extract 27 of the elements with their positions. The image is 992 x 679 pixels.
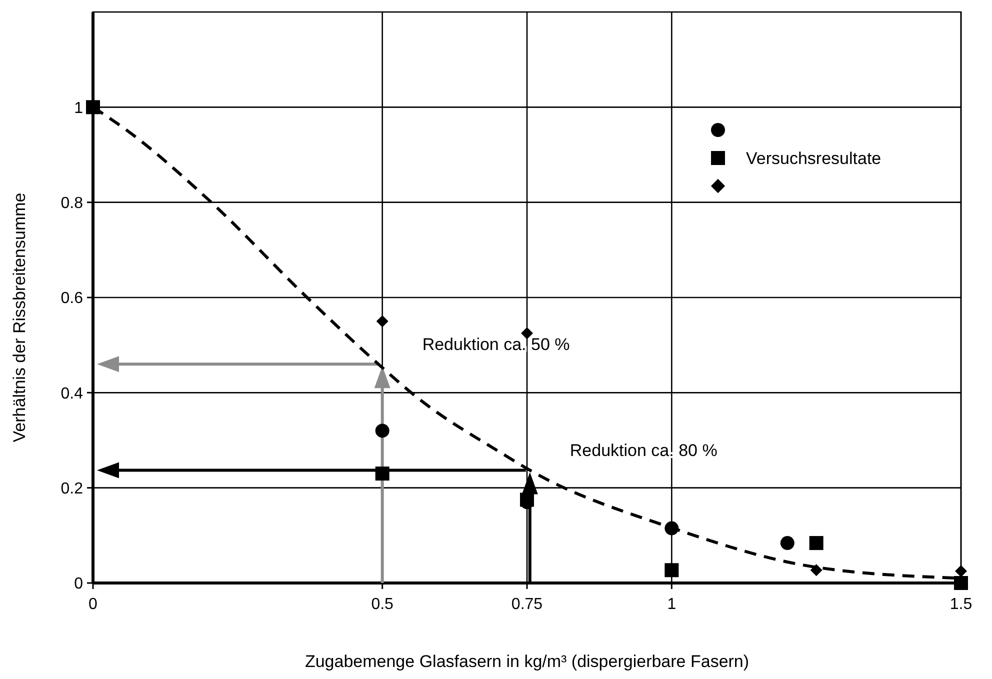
point: [376, 315, 388, 328]
point: [809, 536, 824, 550]
y-axis-title: Verhältnis der Rissbreitensumme: [10, 192, 29, 442]
x-tick-label: 0: [88, 596, 98, 613]
y-tick-label: 0.6: [60, 290, 84, 308]
x-tick-label: 0.5: [371, 596, 394, 613]
point: [521, 327, 533, 340]
y-tick-label: 0.8: [60, 194, 84, 212]
point: [780, 536, 794, 550]
x-axis-title: Zugabemenge Glasfasern in kg/m³ (dispergierbare Fasern): [304, 652, 750, 671]
point: [86, 100, 100, 114]
x-tick-label: 0.75: [511, 596, 543, 613]
point: [375, 424, 390, 438]
y-tick-label: 1: [74, 100, 84, 117]
annotation: Reduktion ca. 50 %: [422, 335, 570, 354]
point: [664, 563, 679, 578]
point: [375, 466, 390, 481]
legend-label: Versuchsresultate: [746, 148, 882, 168]
y-tick-label: 0: [74, 576, 84, 593]
x-tick-label: 1: [667, 596, 676, 613]
point: [955, 565, 967, 578]
point: [810, 564, 822, 576]
point: [954, 576, 968, 590]
y-tick-label: 0.2: [60, 480, 84, 498]
x-tick-label: 1.5: [950, 596, 972, 613]
point: [520, 492, 534, 507]
y-tick-label: 0.4: [60, 385, 84, 402]
